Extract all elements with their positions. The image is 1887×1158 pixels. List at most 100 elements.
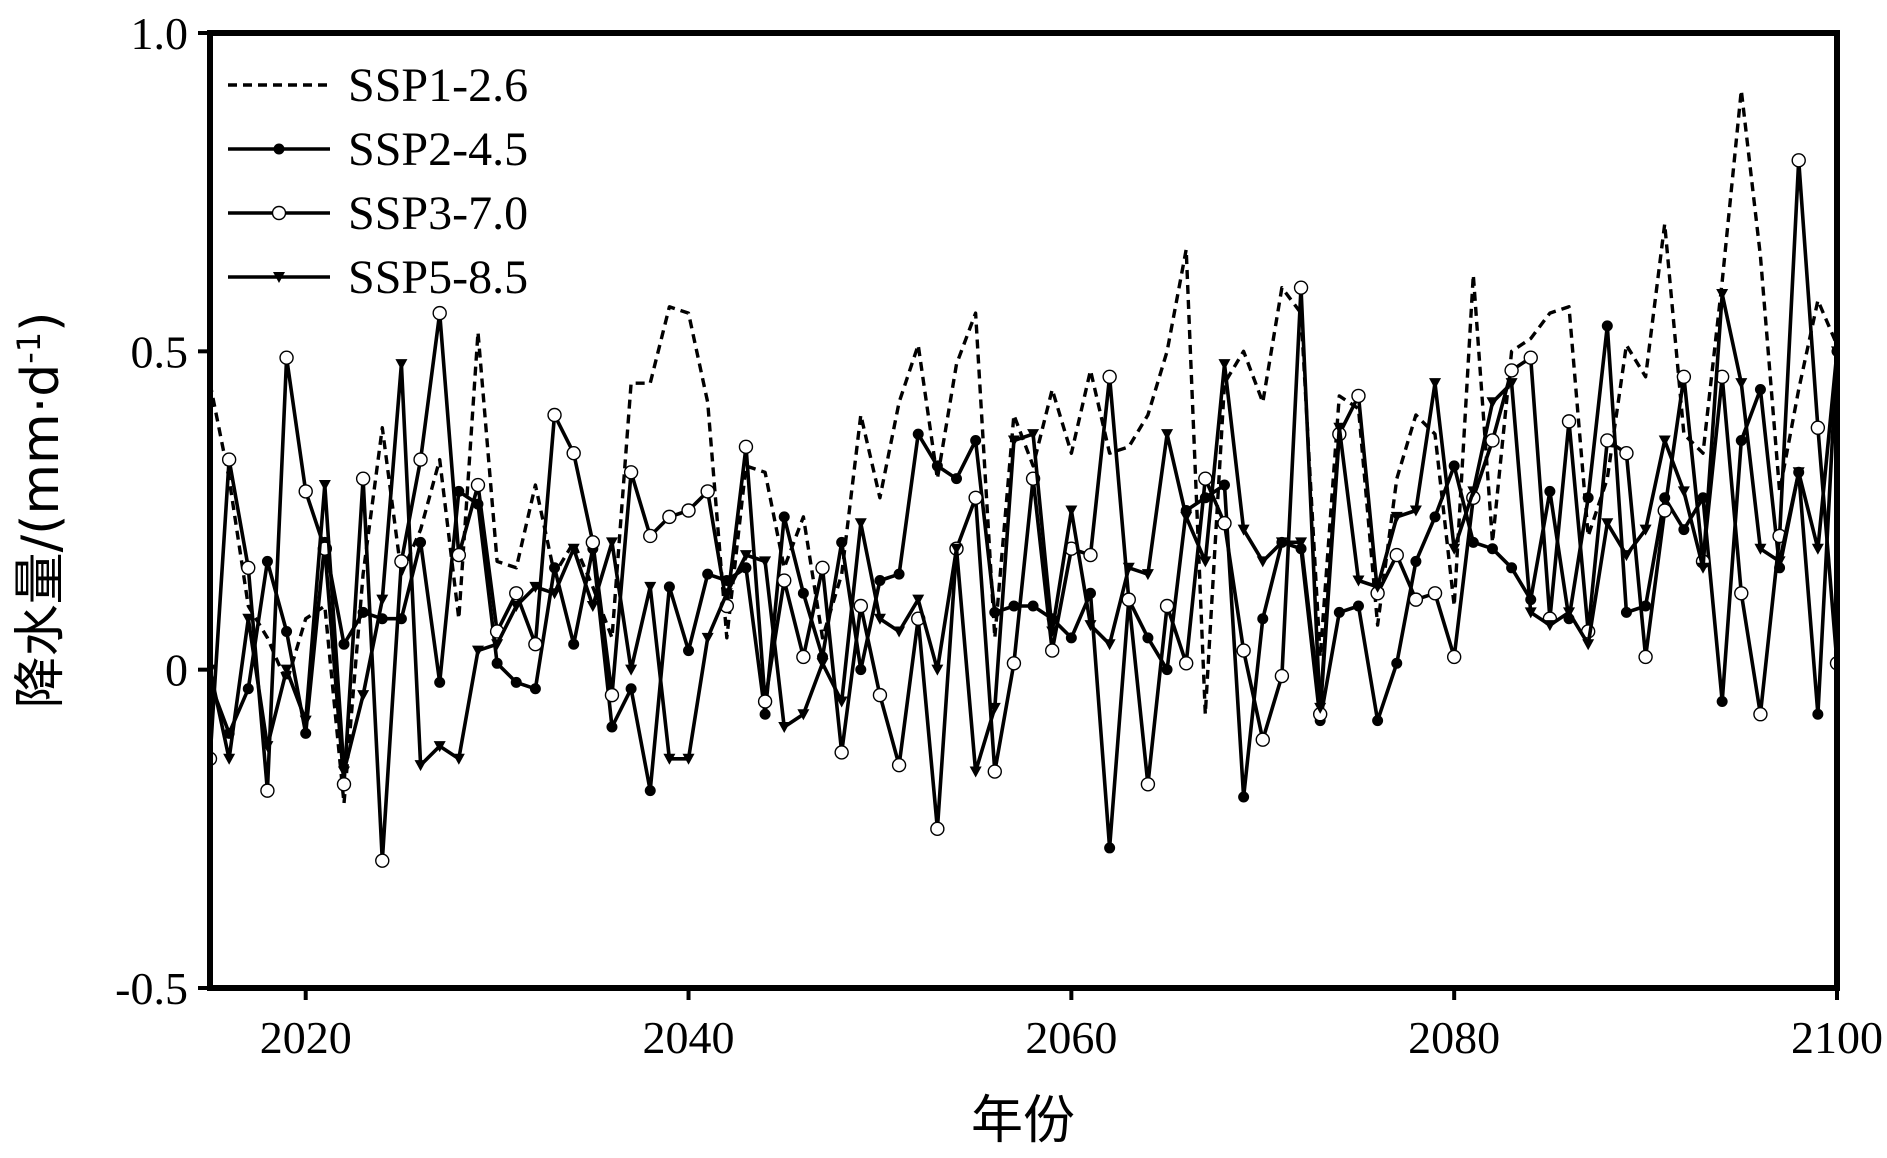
data-point <box>701 632 714 644</box>
data-point <box>1391 657 1403 669</box>
legend-item-ssp2-4-5: SSP2-4.5 <box>228 123 528 176</box>
data-point <box>298 484 313 499</box>
data-point <box>1505 378 1518 390</box>
data-point <box>415 536 427 548</box>
data-point <box>1295 537 1308 549</box>
data-point <box>1161 429 1174 441</box>
data-point <box>1293 280 1309 295</box>
data-point <box>1027 600 1039 612</box>
data-point <box>930 821 945 837</box>
data-point <box>1791 153 1806 168</box>
data-point <box>509 586 524 601</box>
data-point <box>1180 511 1193 523</box>
data-point <box>1121 592 1136 607</box>
data-point <box>1735 378 1748 390</box>
data-point <box>797 709 810 721</box>
data-point <box>471 645 484 657</box>
x-tick-label: 2100 <box>1791 1012 1883 1063</box>
series-ssp1-2-6 <box>210 88 1837 806</box>
data-point <box>1620 606 1632 618</box>
data-point <box>893 568 905 580</box>
data-point <box>1485 433 1500 448</box>
data-point <box>413 452 428 467</box>
y-tick-label: 0.5 <box>131 326 189 377</box>
data-point <box>1753 707 1768 722</box>
data-point <box>644 785 656 797</box>
data-point <box>873 613 886 625</box>
data-point <box>434 676 446 688</box>
data-point <box>1543 620 1556 632</box>
data-point <box>1161 664 1173 676</box>
data-point <box>797 587 809 599</box>
data-point <box>375 853 390 868</box>
legend-item-ssp1-2-6: SSP1-2.6 <box>228 59 528 112</box>
data-point <box>299 715 312 727</box>
data-point <box>376 594 389 606</box>
data-point <box>1619 446 1634 461</box>
data-point <box>357 690 370 702</box>
data-point <box>568 638 580 650</box>
data-point <box>1102 369 1117 384</box>
data-point <box>510 676 522 688</box>
legend-label: SSP5-8.5 <box>348 251 528 304</box>
data-point <box>951 473 963 485</box>
data-point <box>1773 556 1786 568</box>
data-point <box>395 359 408 371</box>
data-point <box>241 560 256 575</box>
data-point <box>1236 643 1251 658</box>
y-axis-title-main: 降水量/(mm·d <box>11 364 71 709</box>
x-axis-title: 年份 <box>971 1091 1075 1151</box>
data-point <box>357 606 369 618</box>
data-point <box>643 528 658 544</box>
data-point <box>1103 639 1116 651</box>
data-point <box>625 683 637 695</box>
data-point <box>681 503 696 518</box>
data-point <box>1237 524 1250 536</box>
data-point <box>834 745 849 760</box>
data-point <box>739 550 752 562</box>
legend-item-ssp3-7-0: SSP3-7.0 <box>228 187 528 240</box>
data-point <box>1600 433 1615 448</box>
data-point <box>566 446 581 461</box>
data-point <box>663 581 675 593</box>
data-point <box>529 683 541 695</box>
data-point <box>1104 842 1116 854</box>
data-point <box>451 547 467 563</box>
data-point <box>816 658 829 670</box>
data-point <box>1122 562 1135 574</box>
data-point <box>1638 649 1653 665</box>
y-axis-title-superscript: -1 <box>10 332 48 364</box>
data-point <box>1504 363 1519 378</box>
legend-marker <box>273 272 285 283</box>
data-point <box>1446 649 1462 665</box>
data-point <box>1410 555 1422 567</box>
data-point <box>1218 359 1231 371</box>
data-point <box>242 683 254 695</box>
data-point <box>759 556 772 568</box>
data-point <box>1178 656 1194 671</box>
data-point <box>300 727 312 739</box>
data-point <box>1333 606 1345 618</box>
legend-marker <box>271 205 287 221</box>
data-point <box>1371 581 1384 593</box>
data-point <box>1408 592 1424 607</box>
data-point <box>280 664 293 676</box>
data-point <box>1046 626 1059 638</box>
data-point <box>355 471 371 486</box>
data-point <box>1697 562 1710 574</box>
data-point <box>1506 562 1518 574</box>
data-point <box>1601 320 1613 332</box>
data-point <box>931 460 943 472</box>
data-point <box>432 305 447 321</box>
x-tick-label: 2020 <box>260 1012 352 1063</box>
data-point <box>1657 503 1672 518</box>
data-point <box>1639 524 1652 536</box>
data-point <box>1448 543 1461 555</box>
data-point <box>1734 586 1749 601</box>
data-point <box>682 753 695 765</box>
data-point <box>1389 547 1404 563</box>
plot-frame <box>207 30 1840 991</box>
data-point <box>1314 702 1327 714</box>
data-point <box>242 613 255 625</box>
